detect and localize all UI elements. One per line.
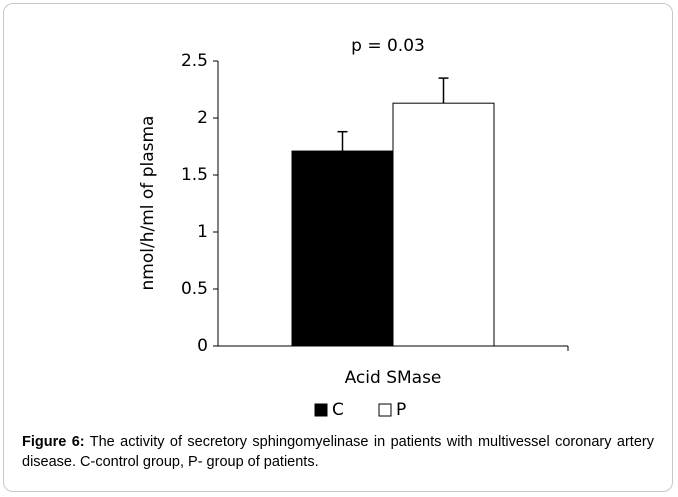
chart: p = 0.03 nmol/h/ml of plasma 0 0.5 1 1.5 2 2.… <box>138 36 569 420</box>
bar <box>291 150 394 347</box>
caption-text: The activity of secretory sphingomyelina… <box>22 434 654 470</box>
caption: Figure 6: The activity of secretory sphi… <box>22 432 654 472</box>
y-tick-label: 1 <box>197 222 208 242</box>
y-tick-label: 1.5 <box>181 165 208 185</box>
legend-swatch <box>314 403 328 417</box>
legend-label: P <box>396 400 406 420</box>
y-tick-label: 0.5 <box>181 279 208 299</box>
legend-label: C <box>332 400 344 420</box>
y-tick-label: 0 <box>197 336 208 356</box>
y-tick-label: 2 <box>197 108 208 128</box>
y-axis-label: nmol/h/ml of plasma <box>138 116 158 291</box>
caption-label: Figure 6: <box>22 434 85 450</box>
y-tick-label: 2.5 <box>181 51 208 71</box>
annotation: p = 0.03 <box>351 36 425 56</box>
figure-frame <box>3 3 673 492</box>
x-tick-label: Acid SMase <box>345 368 442 388</box>
bar <box>392 102 495 347</box>
legend-swatch <box>378 403 392 417</box>
